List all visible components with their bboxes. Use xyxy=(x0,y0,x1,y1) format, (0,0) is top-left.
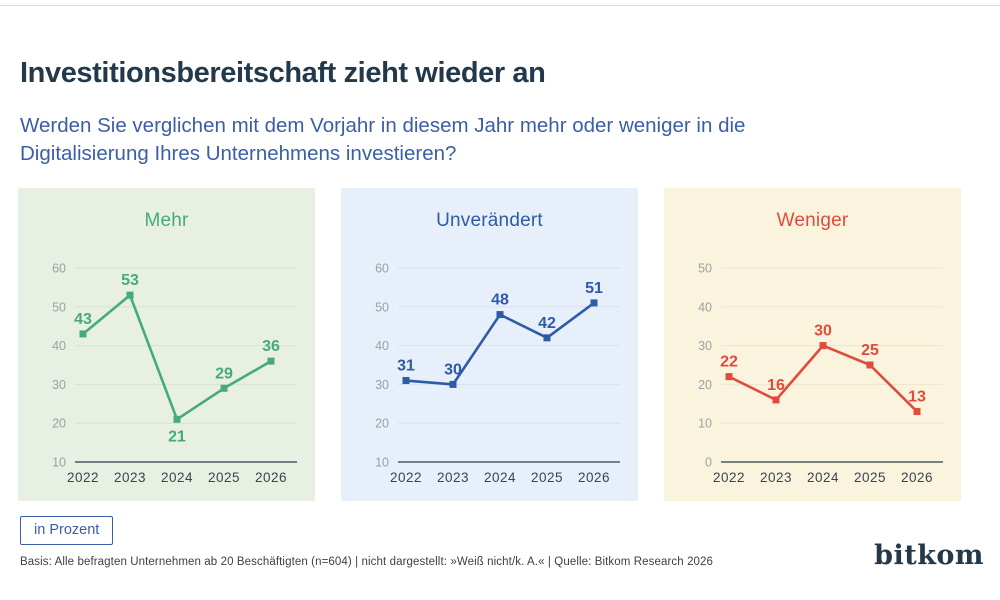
svg-text:30: 30 xyxy=(698,339,712,353)
svg-text:10: 10 xyxy=(698,417,712,431)
svg-text:20: 20 xyxy=(375,417,389,431)
source-note: Basis: Alle befragten Unternehmen ab 20 … xyxy=(20,556,714,568)
svg-text:22: 22 xyxy=(720,354,738,371)
svg-text:2023: 2023 xyxy=(760,470,792,485)
svg-text:50: 50 xyxy=(52,300,66,314)
svg-text:50: 50 xyxy=(698,262,712,276)
svg-text:10: 10 xyxy=(52,456,66,470)
svg-text:25: 25 xyxy=(861,342,879,359)
page-title: Investitionsbereitschaft zieht wieder an xyxy=(20,57,546,89)
svg-text:2025: 2025 xyxy=(854,470,886,485)
bitkom-logo: bitkom xyxy=(874,540,984,571)
svg-text:50: 50 xyxy=(375,300,389,314)
svg-text:40: 40 xyxy=(375,339,389,353)
panel-weniger-title: Weniger xyxy=(776,210,849,231)
svg-text:10: 10 xyxy=(375,456,389,470)
top-divider xyxy=(0,5,1000,6)
svg-text:42: 42 xyxy=(538,315,556,332)
svg-text:2025: 2025 xyxy=(208,470,240,485)
svg-text:60: 60 xyxy=(52,262,66,276)
svg-text:2024: 2024 xyxy=(161,470,193,485)
svg-text:31: 31 xyxy=(397,358,415,375)
svg-text:2022: 2022 xyxy=(67,470,99,485)
line-chart-mehr: 10 20 30 40 50 60 2022 2023 2024 2025 2026 43 53 21 29… xyxy=(52,262,297,485)
svg-text:2026: 2026 xyxy=(255,470,287,485)
subtitle-question: Werden Sie verglichen mit dem Vorjahr in… xyxy=(20,112,745,168)
panel-mehr: Mehr 10 20 30 40 50 60 2022 2023 2024 2025 2026 43 5… xyxy=(18,188,315,501)
svg-text:2022: 2022 xyxy=(713,470,745,485)
svg-text:2022: 2022 xyxy=(390,470,422,485)
svg-text:43: 43 xyxy=(74,311,92,328)
svg-text:60: 60 xyxy=(375,262,389,276)
line-chart-weniger: 0 10 20 30 40 50 2022 2023 2024 2025 2026 22 16 30 25 1… xyxy=(698,262,943,485)
panel-unveraendert: Unverändert 10 20 30 40 50 60 2022 2023 2024 2025… xyxy=(341,188,638,501)
svg-text:30: 30 xyxy=(52,378,66,392)
svg-text:53: 53 xyxy=(121,272,139,289)
svg-text:20: 20 xyxy=(698,378,712,392)
svg-text:0: 0 xyxy=(705,456,712,470)
svg-text:30: 30 xyxy=(444,361,462,378)
svg-text:16: 16 xyxy=(767,377,785,394)
svg-text:2024: 2024 xyxy=(807,470,839,485)
svg-text:51: 51 xyxy=(585,280,603,297)
svg-text:21: 21 xyxy=(168,428,186,445)
subtitle-line-2: Digitalisierung Ihres Unternehmens inves… xyxy=(20,142,457,165)
svg-text:36: 36 xyxy=(262,338,280,355)
svg-text:13: 13 xyxy=(908,389,926,406)
svg-text:30: 30 xyxy=(375,378,389,392)
unit-badge: in Prozent xyxy=(20,516,114,545)
panel-weniger: Weniger 0 10 20 30 40 50 2022 2023 2024 2025 2026 2… xyxy=(664,188,961,501)
svg-text:48: 48 xyxy=(491,292,509,309)
svg-text:40: 40 xyxy=(698,300,712,314)
subtitle-line-1: Werden Sie verglichen mit dem Vorjahr in… xyxy=(20,114,746,137)
svg-text:2026: 2026 xyxy=(578,470,610,485)
panel-unveraendert-title: Unverändert xyxy=(436,210,543,231)
line-chart-unveraendert: 10 20 30 40 50 60 2022 2023 2024 2025 2026 31 30 48 42… xyxy=(375,262,620,485)
panel-mehr-title: Mehr xyxy=(144,210,189,231)
svg-text:2023: 2023 xyxy=(114,470,146,485)
svg-text:29: 29 xyxy=(215,365,233,382)
chart-panels: Mehr 10 20 30 40 50 60 2022 2023 2024 2025 2026 43 5… xyxy=(18,188,961,501)
svg-text:2024: 2024 xyxy=(484,470,516,485)
svg-text:30: 30 xyxy=(814,323,832,340)
svg-text:2026: 2026 xyxy=(901,470,933,485)
svg-text:40: 40 xyxy=(52,339,66,353)
svg-text:2023: 2023 xyxy=(437,470,469,485)
svg-text:2025: 2025 xyxy=(531,470,563,485)
svg-text:20: 20 xyxy=(52,417,66,431)
